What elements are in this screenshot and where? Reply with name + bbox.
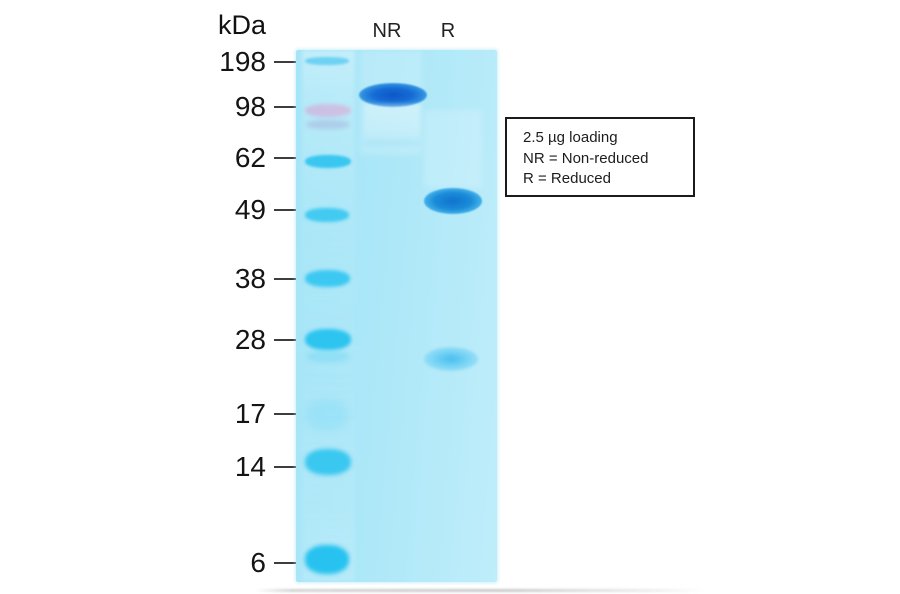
marker-62: 62 — [170, 143, 296, 173]
marker-198: 198 — [170, 47, 296, 77]
marker-label-14: 14 — [234, 451, 266, 482]
bottom-scan-streak — [255, 589, 705, 592]
lane-label-r: R — [440, 20, 456, 42]
ladder-band-38kda — [305, 270, 350, 287]
ladder-lane-smear — [302, 50, 355, 582]
legend-box: 2.5 µg loading NR = Non-reduced R = Redu… — [505, 117, 695, 197]
ladder-band-28kda — [305, 329, 351, 350]
marker-tick-28 — [274, 338, 296, 342]
marker-38: 38 — [170, 264, 296, 294]
ladder-band-14kda — [305, 449, 351, 475]
ladder-band-28kda-smear — [307, 351, 349, 362]
ladder-band-17kda — [306, 400, 348, 430]
marker-label-98: 98 — [234, 91, 266, 122]
ladder-band-6kda — [305, 545, 349, 574]
marker-tick-6 — [274, 561, 296, 565]
kda-axis-title: kDa — [218, 10, 267, 40]
lane-label-nr: NR — [372, 20, 402, 42]
ladder-band-198kda — [305, 57, 349, 65]
marker-tick-62 — [274, 156, 296, 160]
ladder-band-98kda-minor — [306, 120, 350, 129]
legend-r-definition: R = Reduced — [523, 170, 611, 187]
r-lane-smear — [424, 110, 482, 188]
ladder-band-49kda — [305, 208, 349, 222]
r-lane-band-25kda — [424, 347, 478, 371]
marker-6: 6 — [170, 548, 296, 578]
marker-tick-14 — [274, 465, 296, 469]
marker-label-62: 62 — [234, 142, 266, 173]
marker-label-49: 49 — [234, 194, 266, 225]
marker-label-38: 38 — [234, 263, 266, 294]
marker-tick-49 — [274, 208, 296, 212]
marker-label-28: 28 — [234, 324, 266, 355]
nr-lane-band-110kda — [359, 83, 427, 107]
legend-loading-text: 2.5 µg loading — [523, 129, 618, 146]
marker-tick-38 — [274, 277, 296, 281]
legend-nr-definition: NR = Non-reduced — [523, 149, 649, 167]
marker-label-198: 198 — [219, 46, 266, 77]
nr-lane-trailing-smear — [364, 104, 420, 148]
r-lane-band-50kda — [424, 188, 482, 214]
marker-label-6: 6 — [250, 547, 266, 578]
marker-tick-17 — [274, 412, 296, 416]
marker-label-17: 17 — [234, 398, 266, 429]
marker-tick-98 — [274, 105, 296, 109]
marker-tick-198 — [274, 60, 296, 64]
gel-image — [296, 50, 497, 582]
marker-98: 98 — [170, 92, 296, 122]
marker-49: 49 — [170, 195, 296, 225]
marker-17: 17 — [170, 399, 296, 429]
ladder-band-62kda — [305, 155, 351, 168]
ladder-band-98kda — [305, 104, 351, 117]
marker-14: 14 — [170, 452, 296, 482]
marker-28: 28 — [170, 325, 296, 355]
